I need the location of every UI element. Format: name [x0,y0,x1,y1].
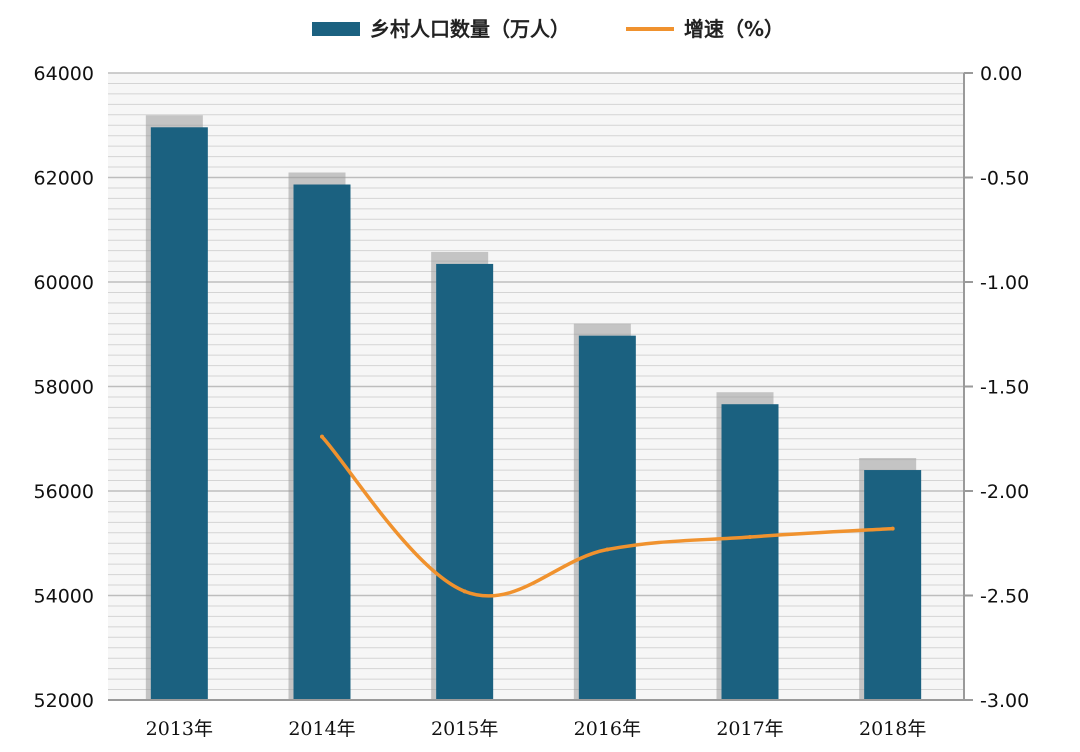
category-label: 2017年 [716,718,783,740]
right-tick-label: -2.50 [980,586,1029,608]
gridlines [108,72,964,701]
left-tick-label: 54000 [34,586,94,608]
bar-2014年 [293,184,351,701]
category-label: 2015年 [431,718,498,740]
bar-series [145,115,922,701]
right-tick-label: 0.00 [980,63,1022,85]
legend: 乡村人口数量（万人） 增速（%） [312,17,784,41]
bar-2017年 [721,404,779,700]
legend-swatch-bar [312,22,360,36]
bar-2016年 [578,335,636,700]
right-tick-label: -3.00 [980,690,1029,712]
growth-rate-point [605,547,610,552]
right-tick-label: -1.00 [980,272,1029,294]
right-tick-label: -0.50 [980,168,1029,190]
left-tick-label: 60000 [34,272,94,294]
category-label: 2016年 [574,718,641,740]
left-axis: 52000 54000 56000 58000 60000 62000 64000 [34,63,94,712]
left-tick-label: 58000 [34,377,94,399]
bar-2018年 [864,470,922,700]
legend-label-line: 增速（%） [684,17,784,41]
right-tick-label: -2.00 [980,481,1029,503]
bar-2015年 [436,263,494,700]
category-label: 2013年 [146,718,213,740]
category-axis: 2013年 2014年 2015年 2016年 2017年 2018年 [108,699,964,740]
legend-label-bar: 乡村人口数量（万人） [370,17,570,41]
left-tick-label: 52000 [34,690,94,712]
line-series [320,434,895,598]
growth-rate-point [748,534,752,539]
growth-rate-point [320,434,324,439]
bar-2013年 [150,127,208,701]
growth-rate-line [320,434,895,598]
left-tick-label: 62000 [34,168,94,190]
right-axis: -3.00 -2.50 -2.00 -1.50 -1.00 -0.50 0.00 [963,63,1029,712]
growth-rate-point [890,526,895,531]
left-tick-label: 56000 [34,481,94,503]
category-label: 2014年 [288,718,355,740]
category-label: 2018年 [859,718,926,740]
right-tick-label: -1.50 [980,377,1029,399]
left-tick-label: 64000 [34,63,94,85]
growth-rate-point [462,589,467,594]
